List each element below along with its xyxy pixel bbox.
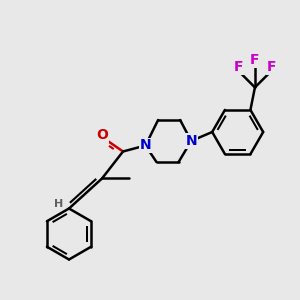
Text: H: H — [54, 199, 63, 209]
Text: F: F — [234, 60, 243, 74]
Text: F: F — [250, 53, 260, 67]
Text: N: N — [140, 139, 151, 152]
Text: F: F — [267, 60, 276, 74]
Text: N: N — [185, 134, 197, 148]
Text: O: O — [96, 128, 108, 142]
